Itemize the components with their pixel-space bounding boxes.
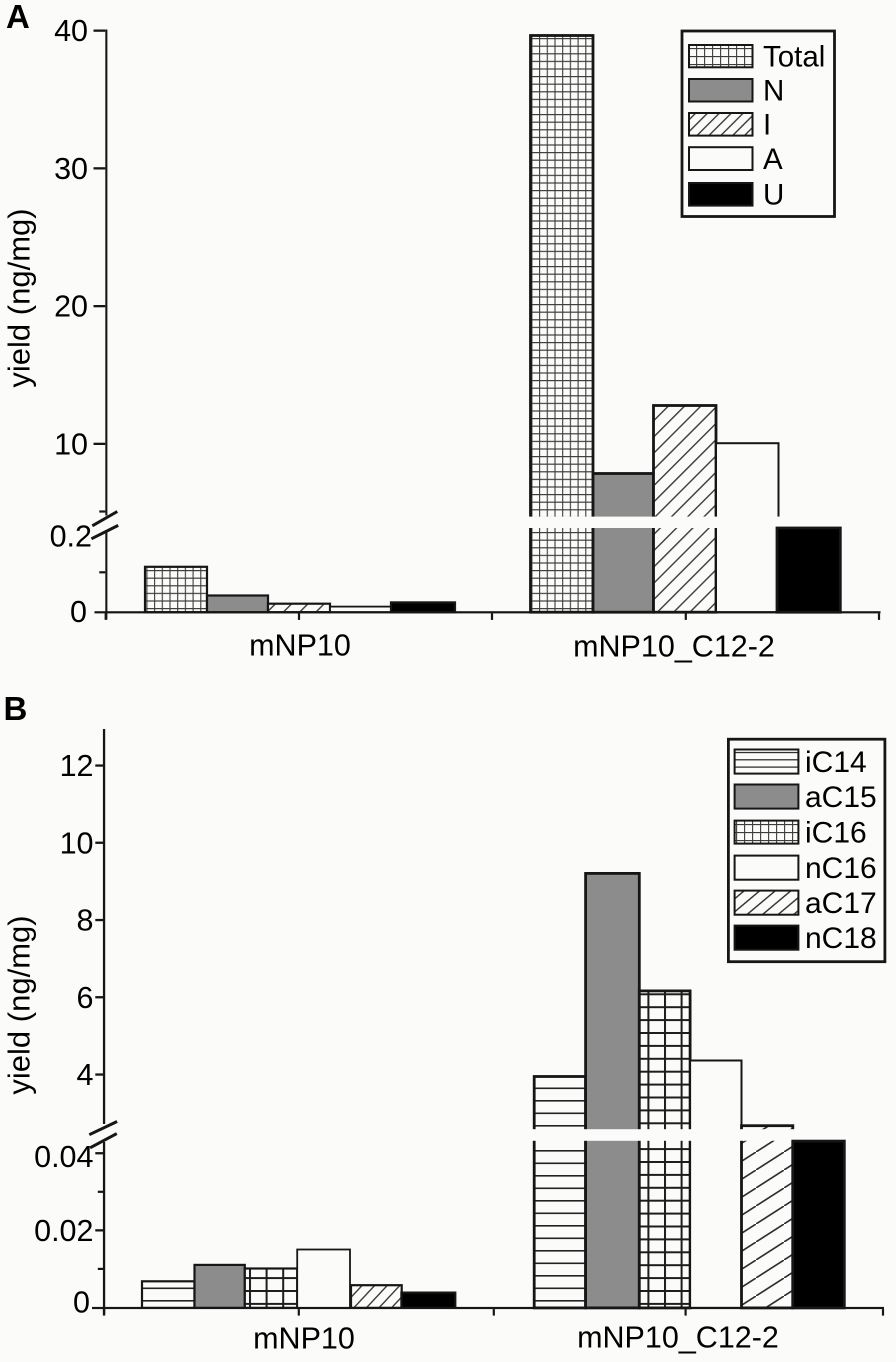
svg-text:4: 4	[77, 1058, 94, 1092]
svg-text:yield (ng/mg): yield (ng/mg)	[2, 208, 37, 387]
svg-text:U: U	[763, 179, 784, 212]
svg-text:10: 10	[60, 826, 94, 860]
svg-text:12: 12	[60, 749, 94, 783]
svg-text:0: 0	[73, 1286, 90, 1320]
svg-text:I: I	[763, 109, 771, 142]
svg-text:aC15: aC15	[805, 781, 877, 814]
svg-text:iC16: iC16	[805, 817, 867, 850]
svg-text:nC16: nC16	[805, 852, 877, 885]
svg-text:6: 6	[77, 981, 94, 1015]
svg-text:iC14: iC14	[805, 746, 867, 779]
svg-text:N: N	[763, 75, 784, 108]
svg-text:aC17: aC17	[805, 887, 877, 920]
svg-text:mNP10: mNP10	[249, 629, 351, 663]
svg-text:0.2: 0.2	[50, 520, 92, 554]
svg-text:A: A	[763, 143, 783, 176]
svg-text:Total: Total	[763, 41, 825, 74]
svg-text:nC18: nC18	[805, 922, 877, 955]
svg-text:A: A	[6, 0, 30, 35]
svg-text:0.02: 0.02	[34, 1214, 93, 1248]
svg-text:0.04: 0.04	[34, 1140, 93, 1174]
svg-text:30: 30	[54, 152, 88, 186]
svg-text:0: 0	[70, 595, 87, 629]
svg-text:yield (ng/mg): yield (ng/mg)	[2, 915, 37, 1094]
svg-text:mNP10_C12-2: mNP10_C12-2	[577, 1321, 779, 1355]
svg-text:8: 8	[77, 904, 94, 938]
svg-text:B: B	[4, 690, 28, 727]
svg-text:20: 20	[54, 290, 88, 324]
svg-text:10: 10	[54, 427, 88, 461]
svg-text:mNP10: mNP10	[253, 1322, 355, 1356]
svg-text:40: 40	[54, 14, 88, 48]
svg-text:mNP10_C12-2: mNP10_C12-2	[573, 630, 775, 664]
